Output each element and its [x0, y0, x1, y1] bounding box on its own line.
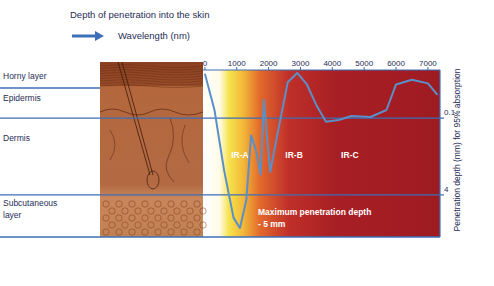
grid-line	[0, 194, 444, 195]
skin-illustration	[100, 62, 206, 237]
x-axis	[203, 69, 440, 70]
fat-cell	[161, 222, 167, 228]
fat-cell	[142, 229, 148, 235]
fat-cell	[187, 208, 193, 214]
arrow-shaft	[72, 35, 96, 38]
fat-cell	[103, 229, 109, 235]
fat-cell	[129, 215, 135, 221]
x-tick-label: 5000	[355, 59, 373, 68]
layer-label: Horny layer	[3, 71, 47, 81]
fat-cell	[129, 201, 135, 207]
fat-cell	[181, 201, 187, 207]
fat-cell	[142, 215, 148, 221]
fat-cell	[187, 222, 193, 228]
plot-background	[203, 70, 440, 237]
skin-texture	[100, 109, 203, 115]
fat-cell	[194, 201, 200, 207]
layer-label-line: Subcutaneous	[3, 198, 57, 208]
fat-cell	[200, 222, 206, 228]
title: Depth of penetration into the skin	[70, 9, 209, 20]
region-label: IR-B	[285, 150, 302, 160]
x-tick-label: 4000	[323, 59, 341, 68]
fat-cell	[194, 229, 200, 235]
y-axis	[439, 70, 440, 237]
layer-label: Epidermis	[3, 93, 41, 103]
fat-cell	[122, 208, 128, 214]
fat-cell	[116, 229, 122, 235]
region-label: IR-C	[341, 150, 358, 160]
fat-cell	[103, 215, 109, 221]
fat-cell	[135, 208, 141, 214]
fat-cell	[116, 215, 122, 221]
fat-cell	[168, 215, 174, 221]
x-tick-label: 7000	[419, 59, 437, 68]
x-tick-label: 0	[203, 59, 208, 68]
x-tick-label: 6000	[387, 59, 405, 68]
fat-cell	[200, 208, 206, 214]
layer-line	[0, 236, 440, 237]
layer-line	[0, 87, 100, 88]
fat-cell	[155, 215, 161, 221]
fat-cell	[109, 222, 115, 228]
fat-cell	[103, 201, 109, 207]
fat-cell	[194, 215, 200, 221]
fat-cell	[181, 215, 187, 221]
layer-label: Dermis	[3, 133, 30, 143]
penetration-curve	[205, 73, 438, 228]
fat-cell	[155, 201, 161, 207]
fat-cell	[142, 201, 148, 207]
x-tick-label: 2000	[260, 59, 278, 68]
region-label: IR-A	[231, 150, 248, 160]
layer-label: Subcutaneous layer	[3, 198, 57, 220]
arrow-head	[95, 31, 104, 41]
plot-area	[205, 73, 438, 228]
fat-cell	[148, 208, 154, 214]
x-tick-label: 3000	[292, 59, 310, 68]
y-tick-label: 4	[444, 185, 449, 194]
x-tick-label: 1000	[228, 59, 246, 68]
follicle	[147, 171, 159, 189]
vessel	[110, 125, 189, 163]
skin-block	[100, 62, 203, 237]
annotation: - 5 mm	[258, 219, 286, 229]
grid-line	[0, 117, 444, 118]
fat-cell	[109, 208, 115, 214]
fat-cell	[148, 222, 154, 228]
layer-label-line: layer	[3, 210, 22, 220]
gland	[166, 118, 174, 182]
fat-cell	[168, 229, 174, 235]
fat-cell	[116, 201, 122, 207]
annotation: Maximum penetration depth	[258, 207, 371, 217]
fat-cell	[161, 208, 167, 214]
fat-cell	[181, 229, 187, 235]
x-axis-label: Wavelength (nm)	[118, 30, 190, 41]
fat-cell	[174, 222, 180, 228]
fat-cell	[135, 222, 141, 228]
fat-cell	[168, 201, 174, 207]
fat-cell	[174, 208, 180, 214]
horny-band	[100, 62, 203, 86]
fat-cell	[122, 222, 128, 228]
chart: Horny layer Epidermis Dermis Subcutaneous la…	[0, 0, 494, 286]
fat-cell	[155, 229, 161, 235]
fat-cell	[129, 229, 135, 235]
skin-texture	[100, 85, 203, 88]
y-axis-label: Penetration depth (mm) for 95% absorptio…	[452, 68, 462, 231]
